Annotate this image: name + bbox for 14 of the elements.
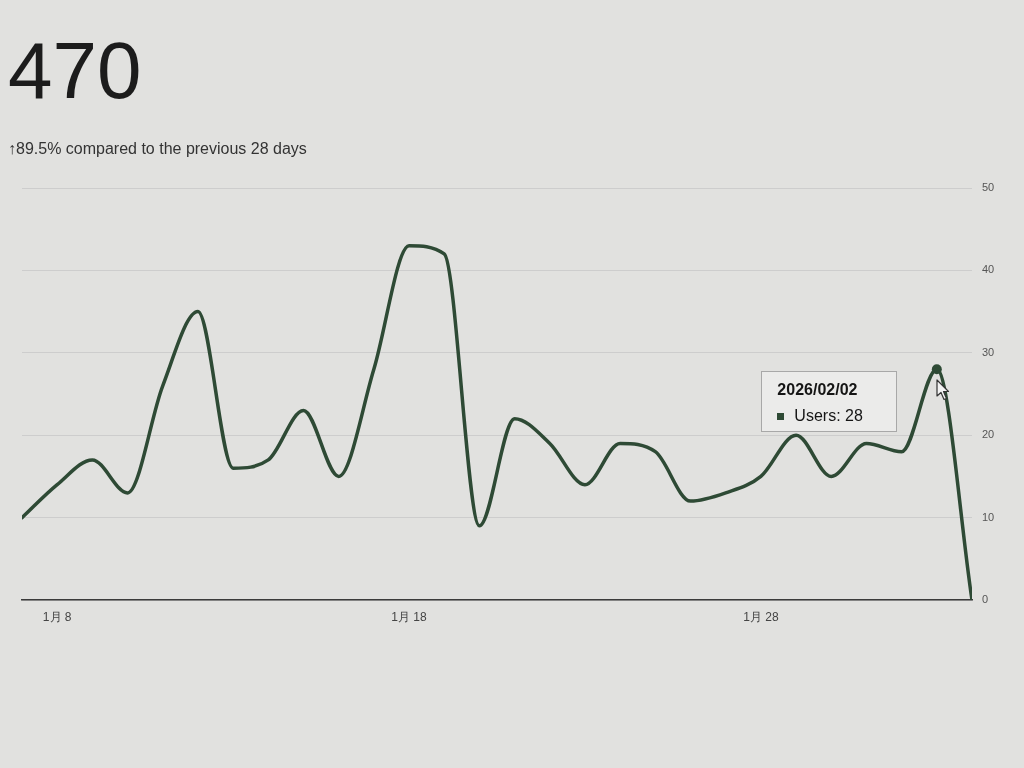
x-tick-label: 1月 18 — [391, 609, 428, 624]
y-tick-label: 20 — [982, 428, 995, 441]
y-tick-label: 10 — [982, 510, 995, 523]
line-series — [22, 243, 972, 600]
annotation: Users: 28 — [794, 406, 863, 427]
y-tick-label: 0 — [982, 593, 989, 606]
y-tick-label: 50 — [982, 181, 995, 194]
chart-subtitle: ↑89.5% compared to the previous 28 days — [8, 140, 307, 157]
chart-title: 470 — [8, 26, 142, 115]
y-tick-label: 30 — [982, 345, 995, 358]
x-tick-label: 1月 8 — [42, 609, 72, 624]
annotation: 2026/02/02 — [777, 380, 859, 401]
x-tick-label: 1月 28 — [743, 609, 779, 624]
y-tick-label: 40 — [982, 263, 995, 276]
